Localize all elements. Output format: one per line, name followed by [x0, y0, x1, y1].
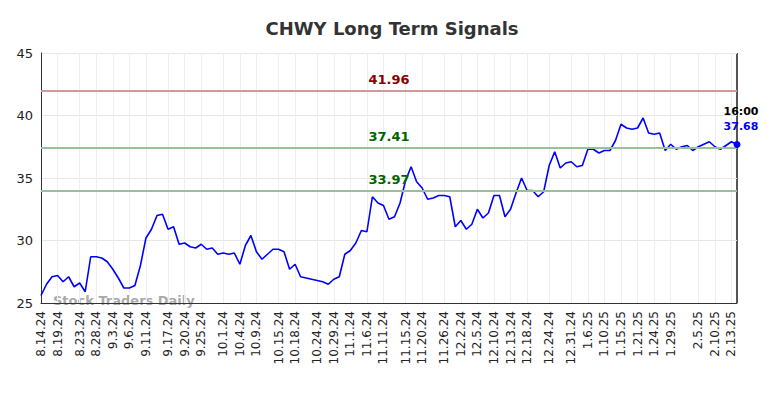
svg-text:9.20.24: 9.20.24	[178, 311, 192, 357]
svg-text:9.3.24: 9.3.24	[106, 311, 120, 349]
svg-text:1.24.25: 1.24.25	[647, 311, 661, 357]
svg-text:9.11.24: 9.11.24	[139, 311, 153, 357]
svg-text:10.18.24: 10.18.24	[288, 311, 302, 364]
svg-text:10.4.24: 10.4.24	[233, 311, 247, 357]
svg-text:1.15.25: 1.15.25	[614, 311, 628, 357]
svg-text:30: 30	[16, 233, 33, 248]
svg-text:12.10.24: 12.10.24	[487, 311, 501, 364]
svg-text:2.10.25: 2.10.25	[708, 311, 722, 357]
svg-text:1.21.25: 1.21.25	[631, 311, 645, 357]
svg-text:12.5.24: 12.5.24	[470, 311, 484, 357]
svg-text:12.31.24: 12.31.24	[564, 311, 578, 364]
svg-text:10.29.24: 10.29.24	[327, 311, 341, 364]
svg-text:1.10.25: 1.10.25	[597, 311, 611, 357]
svg-text:12.13.24: 12.13.24	[504, 311, 518, 364]
svg-text:9.17.24: 9.17.24	[161, 311, 175, 357]
svg-text:1.6.25: 1.6.25	[581, 311, 595, 349]
svg-text:2.13.25: 2.13.25	[724, 311, 738, 357]
svg-text:10.15.24: 10.15.24	[272, 311, 286, 364]
svg-text:33.97: 33.97	[368, 172, 409, 187]
svg-text:9.25.24: 9.25.24	[194, 311, 208, 357]
svg-text:11.15.24: 11.15.24	[399, 311, 413, 364]
svg-text:CHWY Long Term Signals: CHWY Long Term Signals	[265, 18, 518, 39]
svg-text:Stock Traders Daily: Stock Traders Daily	[53, 293, 195, 308]
svg-text:8.28.24: 8.28.24	[89, 311, 103, 357]
svg-text:11.11.24: 11.11.24	[376, 311, 390, 364]
svg-text:10.24.24: 10.24.24	[310, 311, 324, 364]
svg-text:8.14.24: 8.14.24	[34, 311, 48, 357]
svg-text:40: 40	[16, 108, 33, 123]
svg-text:2.5.25: 2.5.25	[691, 311, 705, 349]
svg-text:12.18.24: 12.18.24	[520, 311, 534, 364]
svg-text:25: 25	[16, 296, 33, 311]
svg-text:37.41: 37.41	[368, 129, 409, 144]
svg-text:16:00: 16:00	[723, 105, 758, 118]
svg-text:9.6.24: 9.6.24	[122, 311, 136, 349]
svg-text:1.29.25: 1.29.25	[664, 311, 678, 357]
svg-text:11.26.24: 11.26.24	[437, 311, 451, 364]
svg-text:11.20.24: 11.20.24	[415, 311, 429, 364]
svg-text:10.1.24: 10.1.24	[216, 311, 230, 357]
svg-text:8.19.24: 8.19.24	[51, 311, 65, 357]
svg-text:45: 45	[16, 46, 33, 61]
svg-text:41.96: 41.96	[368, 72, 409, 87]
svg-text:37.68: 37.68	[724, 120, 759, 133]
svg-text:8.23.24: 8.23.24	[73, 311, 87, 357]
svg-text:11.1.24: 11.1.24	[343, 311, 357, 357]
svg-text:35: 35	[16, 171, 33, 186]
svg-text:12.24.24: 12.24.24	[542, 311, 556, 364]
svg-text:12.2.24: 12.2.24	[454, 311, 468, 357]
svg-text:11.6.24: 11.6.24	[360, 311, 374, 357]
svg-text:10.9.24: 10.9.24	[249, 311, 263, 357]
